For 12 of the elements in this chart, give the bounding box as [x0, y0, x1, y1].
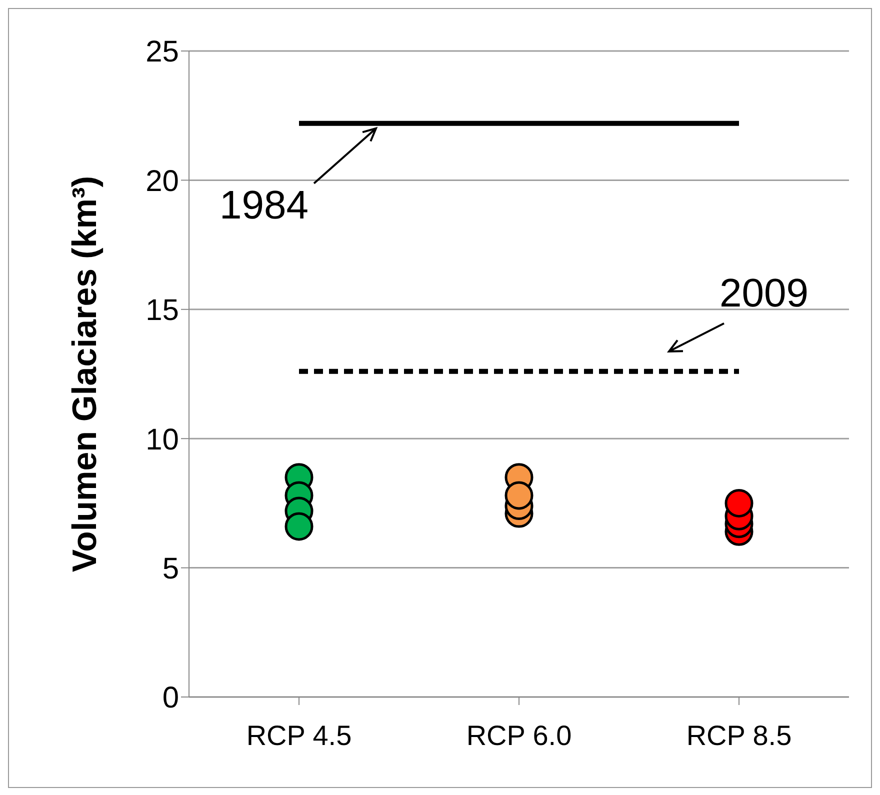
x-tick-label: RCP 8.5	[686, 720, 792, 751]
x-tick-label: RCP 6.0	[466, 720, 572, 751]
y-tick-label: 25	[146, 36, 179, 69]
y-axis-title: Volumen Glaciares (km³)	[66, 176, 104, 572]
y-tick-label: 15	[146, 294, 179, 328]
legend-label: 1984	[220, 183, 308, 228]
y-tick-label: 5	[162, 552, 179, 586]
x-tick-label: RCP 4.5	[246, 720, 352, 751]
y-tick-label: 20	[146, 164, 179, 198]
y-tick-label: 0	[162, 682, 179, 715]
series-label: 2009	[720, 271, 808, 316]
y-tick-label: 10	[146, 423, 179, 456]
